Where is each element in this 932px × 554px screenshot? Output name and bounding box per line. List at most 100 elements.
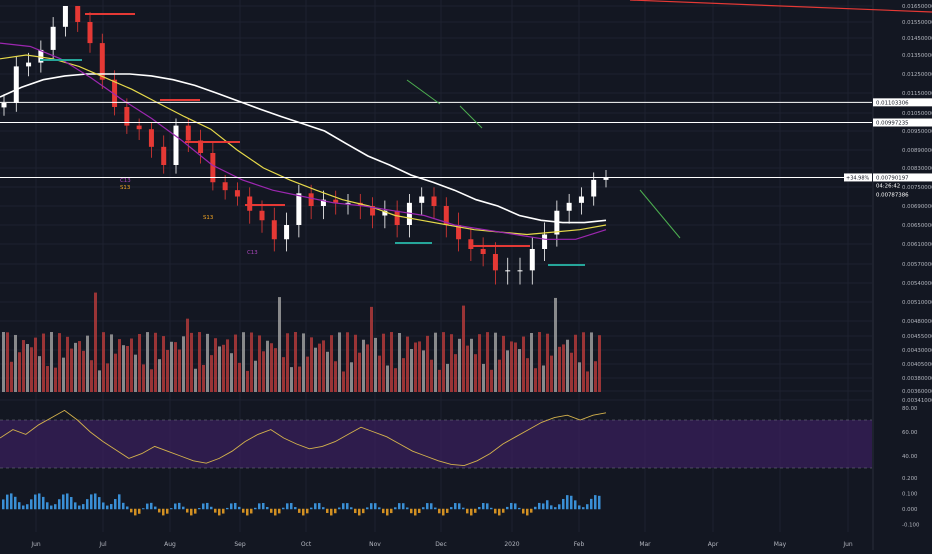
volume-bar bbox=[246, 370, 249, 392]
histogram-bar bbox=[186, 508, 189, 513]
histogram-bar bbox=[110, 504, 113, 510]
histogram-bar bbox=[66, 493, 69, 510]
histogram-bar bbox=[106, 505, 109, 510]
histogram-bar bbox=[550, 505, 553, 510]
volume-bar bbox=[134, 354, 137, 392]
candle-body bbox=[566, 202, 572, 211]
volume-bar bbox=[534, 368, 537, 392]
level-tag bbox=[873, 98, 932, 107]
annotation-arrow bbox=[406, 79, 441, 105]
volume-bar bbox=[446, 363, 449, 392]
volume-bar bbox=[514, 342, 517, 392]
volume-bar bbox=[458, 338, 461, 392]
histogram-bar bbox=[126, 506, 129, 510]
volume-bar bbox=[138, 334, 141, 392]
volume-bar bbox=[386, 365, 389, 392]
histogram-bar bbox=[86, 499, 89, 510]
histogram-bar bbox=[138, 508, 141, 514]
histogram-bar bbox=[314, 503, 317, 510]
histogram-bar bbox=[338, 507, 341, 510]
histogram-bar bbox=[594, 495, 597, 510]
histogram-bar bbox=[290, 503, 293, 510]
volume-bar bbox=[494, 332, 497, 392]
histogram-bar bbox=[514, 503, 517, 510]
candle-body bbox=[320, 199, 326, 206]
candle-body bbox=[50, 26, 56, 50]
candle-body bbox=[210, 153, 216, 183]
volume-bar bbox=[234, 334, 237, 392]
price-tick-label: 0.01150000 bbox=[902, 91, 932, 97]
histogram-bar bbox=[378, 507, 381, 510]
volume-bar bbox=[402, 358, 405, 392]
volume-bar bbox=[414, 342, 417, 392]
volume-bar bbox=[470, 338, 473, 392]
price-tick-label: 0.00890000 bbox=[902, 148, 932, 154]
histogram-bar bbox=[558, 504, 561, 510]
histogram-bar bbox=[230, 503, 233, 510]
volume-bar bbox=[270, 343, 273, 392]
histogram-bar bbox=[30, 499, 33, 510]
candle-body bbox=[431, 196, 437, 206]
histogram-bar bbox=[218, 508, 221, 516]
volume-bar bbox=[150, 369, 153, 392]
histogram-bar bbox=[146, 503, 149, 510]
candle-body bbox=[529, 249, 535, 271]
volume-bar bbox=[194, 368, 197, 392]
histogram-bar bbox=[242, 508, 245, 513]
rsi-line bbox=[0, 409, 607, 467]
marker-label: S13 bbox=[120, 185, 130, 191]
volume-bar bbox=[262, 351, 265, 392]
secondary-price-label: 0.00787386 bbox=[876, 192, 909, 198]
histogram-bar bbox=[342, 503, 345, 510]
volume-bar bbox=[82, 350, 85, 392]
date-tick-label: Dec bbox=[435, 541, 447, 548]
histogram-bar bbox=[442, 508, 445, 516]
rsi-tick-label: 60.00 bbox=[902, 430, 918, 436]
histogram-bar bbox=[362, 508, 365, 514]
volume-bar bbox=[334, 361, 337, 392]
volume-bar bbox=[10, 361, 13, 392]
volume-bar bbox=[282, 357, 285, 392]
volume-bar bbox=[206, 333, 209, 392]
volume-bar bbox=[186, 318, 189, 392]
volume-bar bbox=[266, 340, 269, 392]
volume-bar bbox=[166, 349, 169, 392]
volume-bar bbox=[410, 349, 413, 392]
volume-bar bbox=[114, 353, 117, 392]
histogram-bar bbox=[194, 508, 197, 514]
volume-bar bbox=[122, 345, 125, 392]
marker-label: C13 bbox=[247, 250, 258, 256]
histogram-bar bbox=[502, 508, 505, 513]
histogram-bar bbox=[382, 508, 385, 514]
volume-bar bbox=[578, 362, 581, 392]
volume-bar bbox=[466, 345, 469, 392]
volume-bar bbox=[302, 333, 305, 392]
histogram-bar bbox=[98, 497, 101, 510]
volume-bar bbox=[474, 354, 477, 392]
histogram-bar bbox=[494, 508, 497, 514]
candle-body bbox=[87, 22, 93, 44]
histogram-bar bbox=[50, 505, 53, 510]
volume-bar bbox=[86, 335, 89, 392]
price-tick-label: 0.00610000 bbox=[902, 242, 932, 248]
volume-bar bbox=[574, 334, 577, 392]
volume-bar bbox=[406, 336, 409, 392]
volume-bar bbox=[418, 341, 421, 392]
histogram-bar bbox=[226, 507, 229, 510]
price-tick-label: 0.00430000 bbox=[902, 348, 932, 354]
histogram-bar bbox=[22, 505, 25, 510]
volume-bar bbox=[550, 355, 553, 392]
volume-bar bbox=[554, 297, 557, 392]
annotation-arrow bbox=[639, 189, 681, 239]
histogram-bar bbox=[122, 502, 125, 510]
current-price-tag bbox=[873, 173, 932, 182]
volume-bar bbox=[94, 292, 97, 392]
candle-body bbox=[492, 254, 498, 271]
histogram-bar bbox=[238, 506, 241, 510]
date-tick-label: Sep bbox=[234, 541, 246, 548]
candle-body bbox=[62, 6, 68, 27]
date-tick-label: May bbox=[774, 541, 787, 548]
histogram-bar bbox=[334, 508, 337, 514]
